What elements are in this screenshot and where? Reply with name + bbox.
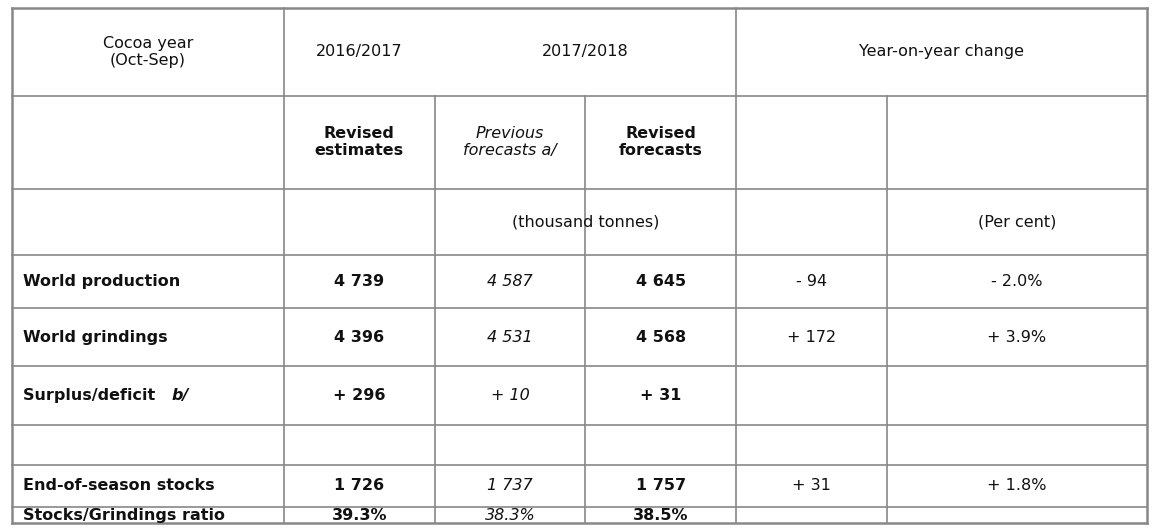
Text: 38.3%: 38.3%: [484, 508, 535, 523]
Text: - 2.0%: - 2.0%: [991, 274, 1043, 289]
Text: 2016/2017: 2016/2017: [316, 44, 402, 59]
Text: + 31: + 31: [792, 478, 831, 493]
Text: - 94: - 94: [796, 274, 826, 289]
Text: 1 737: 1 737: [487, 478, 533, 493]
Text: End-of-season stocks: End-of-season stocks: [23, 478, 214, 493]
Text: Revised
estimates: Revised estimates: [315, 126, 403, 158]
Text: 1 757: 1 757: [635, 478, 686, 493]
Text: 39.3%: 39.3%: [331, 508, 387, 523]
Text: World production: World production: [23, 274, 181, 289]
Text: 38.5%: 38.5%: [633, 508, 688, 523]
Text: + 172: + 172: [787, 330, 836, 345]
Text: Surplus/deficit: Surplus/deficit: [23, 388, 161, 403]
Text: 4 396: 4 396: [334, 330, 385, 345]
Text: + 1.8%: + 1.8%: [987, 478, 1047, 493]
Text: + 296: + 296: [333, 388, 386, 403]
Text: World grindings: World grindings: [23, 330, 168, 345]
Text: Year-on-year change: Year-on-year change: [859, 44, 1025, 59]
Text: 2017/2018: 2017/2018: [542, 44, 628, 59]
Text: Stocks/Grindings ratio: Stocks/Grindings ratio: [23, 508, 225, 523]
Text: 4 645: 4 645: [635, 274, 686, 289]
Text: 4 587: 4 587: [487, 274, 533, 289]
Text: 4 739: 4 739: [334, 274, 385, 289]
Text: 4 531: 4 531: [487, 330, 533, 345]
Text: + 31: + 31: [640, 388, 681, 403]
Text: Previous
forecasts a/: Previous forecasts a/: [464, 126, 556, 158]
Text: 1 726: 1 726: [334, 478, 385, 493]
Text: (Per cent): (Per cent): [978, 214, 1056, 229]
Text: + 10: + 10: [490, 388, 530, 403]
Text: (thousand tonnes): (thousand tonnes): [511, 214, 659, 229]
Text: Revised
forecasts: Revised forecasts: [619, 126, 702, 158]
Text: b/: b/: [172, 388, 189, 403]
Text: + 3.9%: + 3.9%: [987, 330, 1047, 345]
Text: Cocoa year
(Oct-Sep): Cocoa year (Oct-Sep): [103, 36, 192, 68]
Text: 4 568: 4 568: [635, 330, 686, 345]
